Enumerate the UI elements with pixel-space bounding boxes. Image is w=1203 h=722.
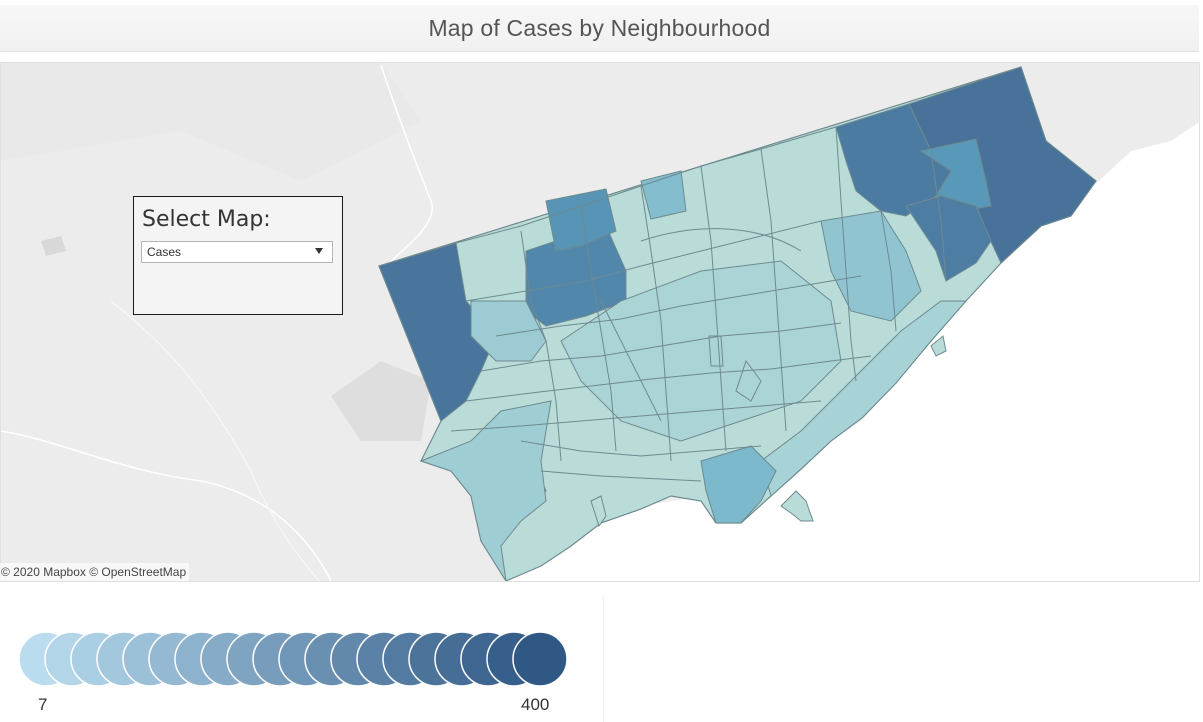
neighbourhood-southwest[interactable] xyxy=(419,400,552,581)
neighbourhood-east-inner[interactable] xyxy=(905,195,992,282)
dropdown-arrow-icon[interactable] xyxy=(315,248,323,254)
map-panel[interactable]: Select Map: Cases xyxy=(0,62,1200,582)
bluffs-inlet xyxy=(930,335,947,357)
neighbourhood-central-east[interactable] xyxy=(820,210,922,322)
shore-inlet xyxy=(590,495,607,528)
neighbourhood-north-mid[interactable] xyxy=(640,170,687,220)
select-map-label: Select Map: xyxy=(142,207,271,232)
neighbourhood-boundaries xyxy=(450,126,947,482)
select-map-dropdown[interactable]: Cases xyxy=(141,241,333,263)
dashboard-title-text: Map of Cases by Neighbourhood xyxy=(428,14,771,41)
terrain-patch xyxy=(331,361,431,441)
legend-swatches xyxy=(18,631,568,687)
city-neighbourhoods[interactable] xyxy=(378,66,1097,581)
legend-min-label: 7 xyxy=(38,695,48,714)
neighbourhood-central-west[interactable] xyxy=(470,300,547,362)
toronto-islands xyxy=(780,490,814,522)
river-line xyxy=(1,430,332,581)
color-legend: 7 400 xyxy=(0,596,604,722)
neighbourhood-south-center[interactable] xyxy=(700,445,777,524)
legend-max-label: 400 xyxy=(521,695,550,714)
legend-swatch xyxy=(512,631,568,687)
river-line xyxy=(110,300,321,581)
neighbourhood-downtown[interactable] xyxy=(560,260,842,442)
dashboard-title: Map of Cases by Neighbourhood xyxy=(0,5,1199,52)
lake-ontario xyxy=(502,122,1199,581)
terrain-patch xyxy=(1,63,421,181)
select-map-value: Cases xyxy=(147,245,182,259)
terrain-patch xyxy=(41,236,66,256)
map-attribution[interactable]: © 2020 Mapbox © OpenStreetMap xyxy=(0,563,190,581)
neighbourhood-north-center-left[interactable] xyxy=(545,188,617,252)
map-canvas[interactable] xyxy=(1,63,1200,582)
select-map-panel: Select Map: Cases xyxy=(133,196,343,315)
river-line xyxy=(380,64,433,272)
